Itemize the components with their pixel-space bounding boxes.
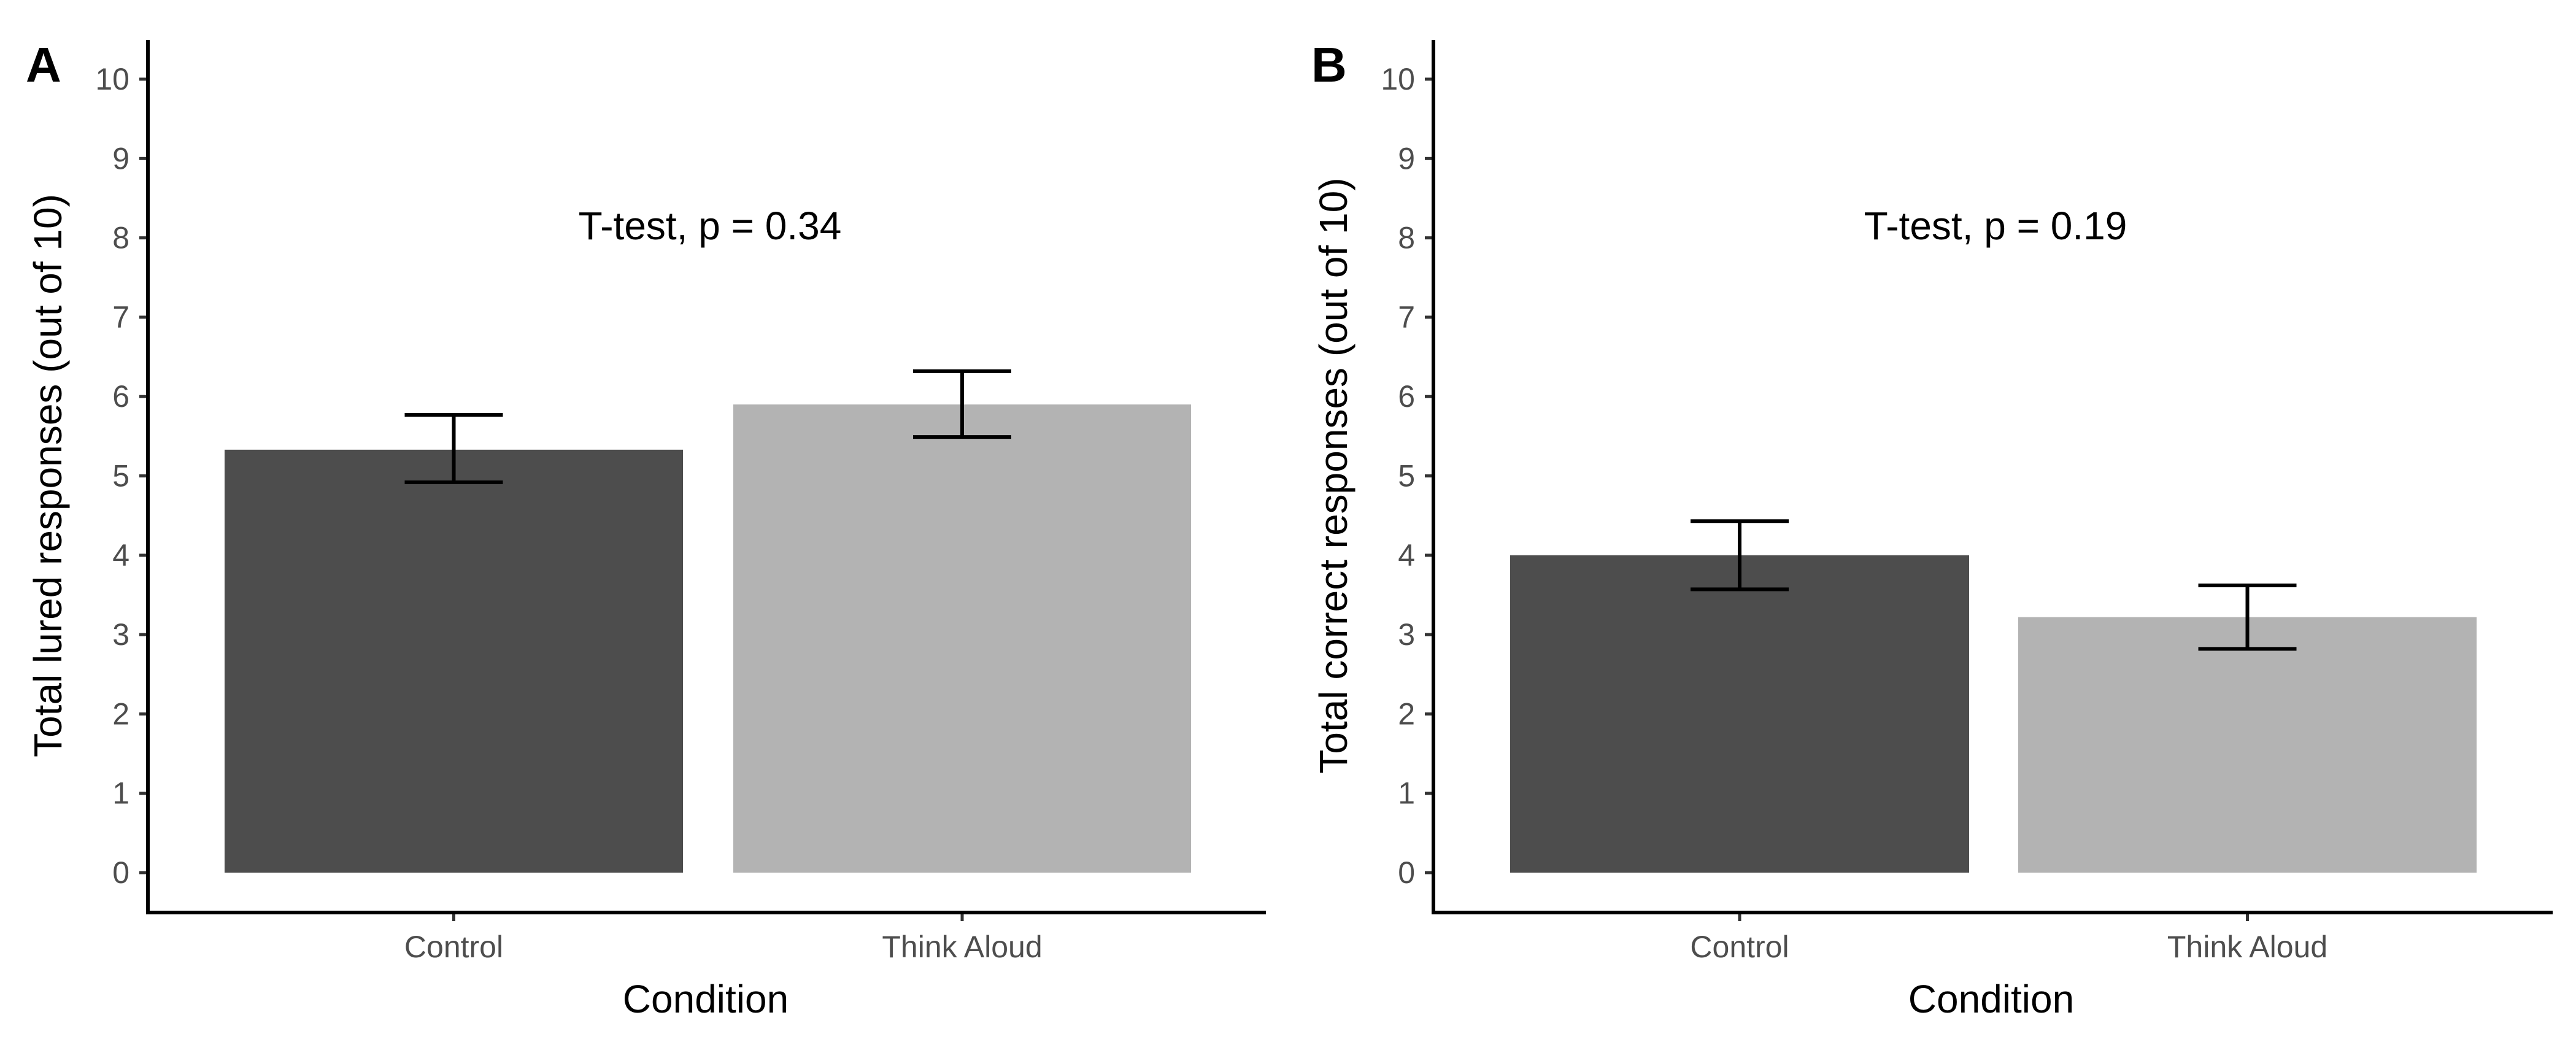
- panel-b-letter: B: [1311, 37, 1347, 92]
- panel-b-bars: [1510, 555, 2477, 873]
- panel-b: B 0 1 2 3 4 5 6 7 8 9 10 Control Think Aloud T-test…: [1311, 37, 2553, 1021]
- panel-b-ytick-label: 2: [1398, 697, 1415, 731]
- panel-b-bar: [2018, 617, 2477, 873]
- panel-a-ytick-label: 5: [112, 459, 129, 493]
- panel-a-ytick-label: 8: [112, 221, 129, 255]
- panel-a-ytick-label: 7: [112, 300, 129, 334]
- panel-b-ytick-label: 6: [1398, 379, 1415, 414]
- panel-a-ytick-label: 10: [95, 62, 129, 96]
- panel-a-bar: [225, 449, 683, 873]
- panel-a-bar: [733, 404, 1191, 873]
- panel-a-error-bars: [404, 369, 1011, 484]
- panel-b-ytick-labels: 0 1 2 3 4 5 6 7 8 9 10: [1381, 62, 1415, 890]
- panel-b-error-bar: [2198, 583, 2297, 651]
- panel-a-ytick-label: 1: [112, 776, 129, 811]
- panel-b-ytick-label: 7: [1398, 300, 1415, 334]
- panel-b-xtick-label: Control: [1690, 930, 1789, 964]
- panel-a-xtick-labels: Control Think Aloud: [404, 930, 1043, 964]
- panel-b-ytick-label: 0: [1398, 855, 1415, 890]
- panel-b-bar: [1510, 555, 1969, 873]
- panel-a-ytick-labels: 0 1 2 3 4 5 6 7 8 9 10: [95, 62, 129, 890]
- panel-a-error-bar: [404, 412, 503, 484]
- panel-a-ytick-label: 3: [112, 617, 129, 652]
- panel-b-ytick-label: 1: [1398, 776, 1415, 811]
- panel-b-xtick-labels: Control Think Aloud: [1690, 930, 2327, 964]
- panel-a-ytick-label: 9: [112, 141, 129, 176]
- panel-a-xtick-label: Think Aloud: [882, 930, 1042, 964]
- panel-b-ytick-label: 5: [1398, 459, 1415, 493]
- panel-a-letter: A: [26, 37, 61, 92]
- panel-a: A 0 1 2 3 4 5 6 7 8 9 10 Control Think Aloud T-test…: [26, 37, 1266, 1021]
- panel-b-error-bars: [1691, 519, 2297, 651]
- panel-a-ytick-label: 6: [112, 379, 129, 414]
- panel-a-error-bar: [913, 369, 1011, 439]
- panel-a-xtick-label: Control: [404, 930, 503, 964]
- panel-a-y-axis-title: Total lured responses (out of 10): [26, 194, 70, 757]
- panel-b-ytick-label: 9: [1398, 141, 1415, 176]
- panel-b-ytick-label: 3: [1398, 617, 1415, 652]
- panel-a-x-axis-title: Condition: [623, 977, 789, 1021]
- panel-b-ytick-label: 10: [1381, 62, 1415, 96]
- panel-b-x-axis-title: Condition: [1908, 977, 2074, 1021]
- panel-b-ytick-label: 8: [1398, 221, 1415, 255]
- panel-b-xtick-label: Think Aloud: [2167, 930, 2327, 964]
- panel-a-ytick-label: 2: [112, 697, 129, 731]
- panel-a-annotation: T-test, p = 0.34: [579, 204, 842, 248]
- panel-b-y-axis-title: Total correct responses (out of 10): [1311, 177, 1355, 773]
- panel-a-ytick-label: 4: [112, 538, 129, 573]
- panel-b-ytick-label: 4: [1398, 538, 1415, 573]
- panel-a-ytick-label: 0: [112, 855, 129, 890]
- panel-b-error-bar: [1691, 519, 1789, 592]
- panel-a-bars: [225, 404, 1191, 873]
- panel-b-annotation: T-test, p = 0.19: [1864, 204, 2127, 248]
